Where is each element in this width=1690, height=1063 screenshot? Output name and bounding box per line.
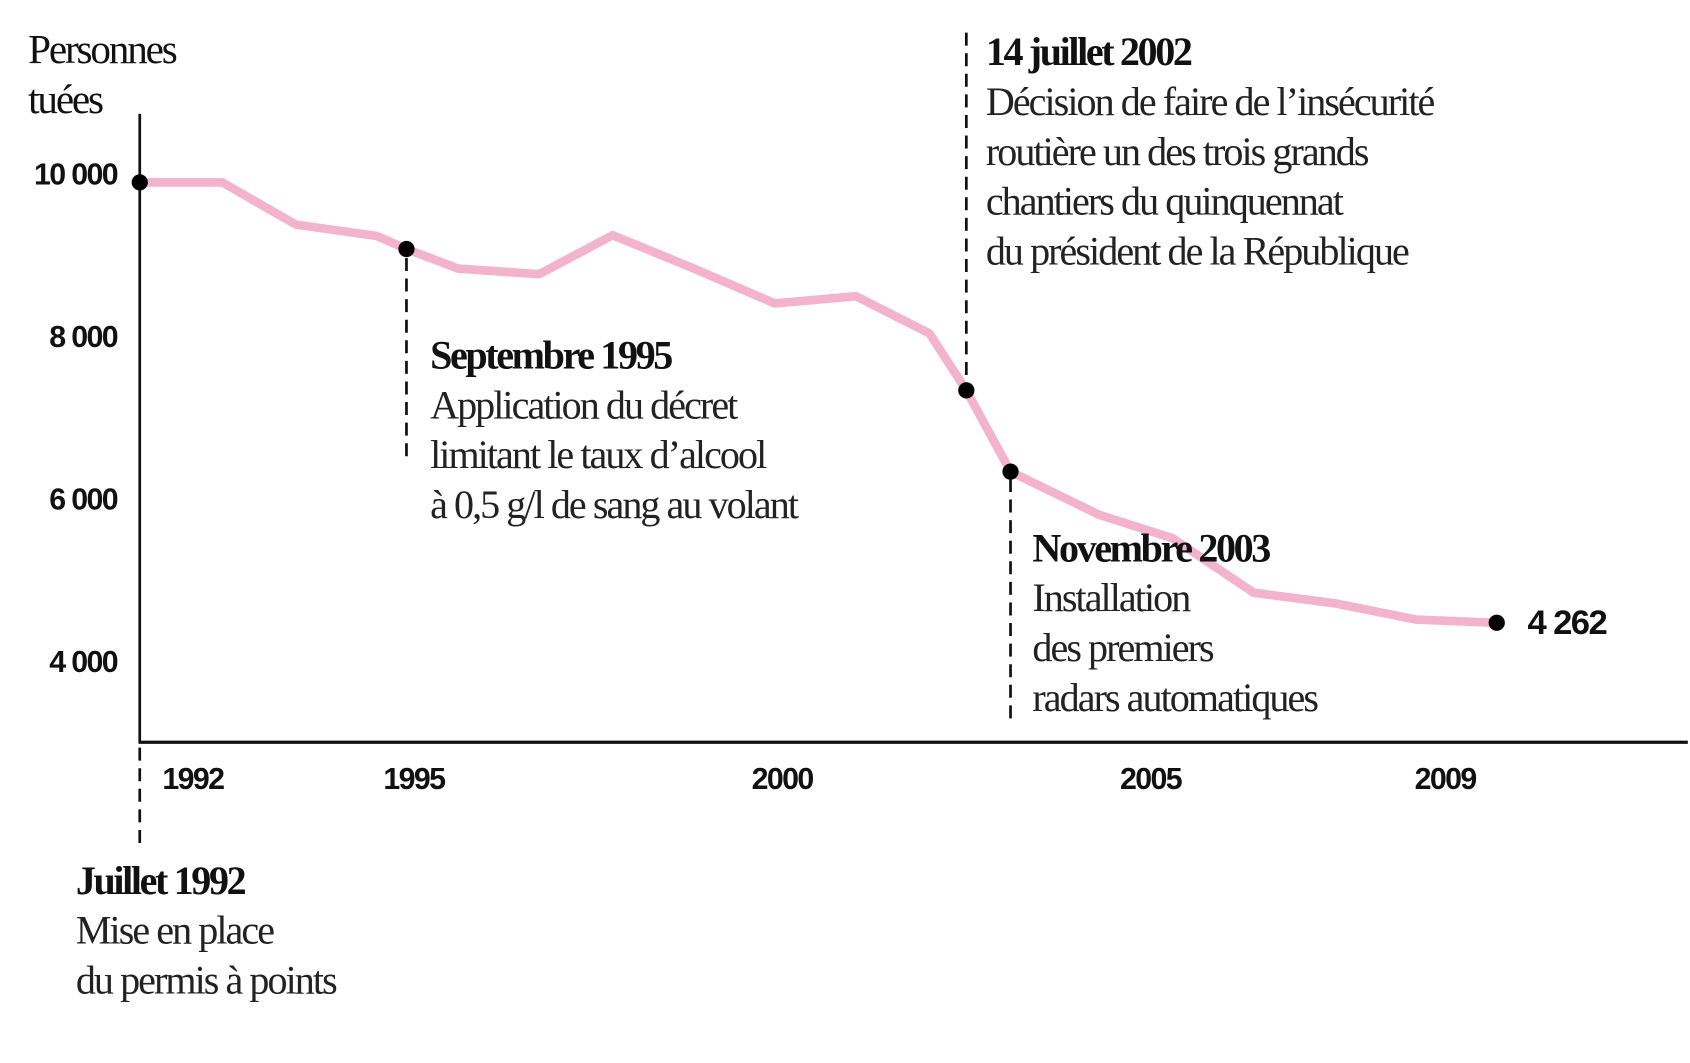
y-ticks: 10 000 8 000 6 000 4 000 [34,158,119,679]
x-tick-label: 1995 [383,763,446,796]
y-axis-title-line: tuées [28,76,103,122]
x-tick-label: 2000 [752,763,814,796]
annotation-text: à 0,5 g/l de sang au volant [430,482,799,527]
event-markers [131,174,1505,631]
annotation-text: du président de la République [986,228,1409,273]
annotation-text: routière un des trois grands [986,129,1369,174]
x-tick-label: 1992 [162,763,224,796]
annotation-text: Mise en place [76,908,274,953]
annotation: Septembre 1995 Application du décret limit… [430,332,801,527]
y-tick-label: 8 000 [49,321,118,354]
y-tick-label: 6 000 [49,483,118,516]
event-marker-dot [958,382,975,399]
annotation-title: 14 juillet 2002 [986,29,1192,74]
annotation: Juillet 1992 Mise en place du permis à poi… [76,858,339,1003]
annotation: Novembre 2003 Installation des premiers rad… [1032,525,1320,720]
series-line [141,178,1497,628]
annotation-text: limitant le taux d’alcool [430,432,767,477]
annotations: Juillet 1992 Mise en place du permis à poi… [76,29,1437,1003]
annotation-title: Septembre 1995 [430,332,672,377]
event-marker-dot [1002,463,1019,480]
y-axis-title-line: Personnes [28,26,177,72]
annotation-leaders [138,32,1012,851]
event-marker-dot [131,174,148,191]
y-tick-label: 10 000 [34,158,118,191]
annotation-text: chantiers du quinquennat [986,179,1344,224]
annotation-text: Installation [1032,575,1191,620]
event-marker-dot [398,240,415,258]
x-tick-label: 2009 [1415,763,1477,796]
event-marker-dot [1488,614,1505,631]
annotation-title: Juillet 1992 [76,858,246,903]
x-ticks: 1992 1995 2000 2005 2009 [162,763,1478,796]
annotation-text: Application du décret [430,382,738,427]
annotation-text: des premiers [1032,625,1214,670]
annotation-text: du permis à points [76,958,337,1003]
y-axis-title: Personnes tuées [28,26,179,122]
y-tick-label: 4 000 [49,646,118,679]
annotation-text: Décision de faire de l’insécurité [986,79,1435,124]
x-tick-label: 2005 [1120,763,1183,796]
end-value-label: 4 262 [1527,604,1606,642]
annotation-title: Novembre 2003 [1032,525,1270,570]
annotation-text: radars automatiques [1032,675,1318,720]
annotation: 14 juillet 2002 Décision de faire de l’in… [986,29,1437,273]
